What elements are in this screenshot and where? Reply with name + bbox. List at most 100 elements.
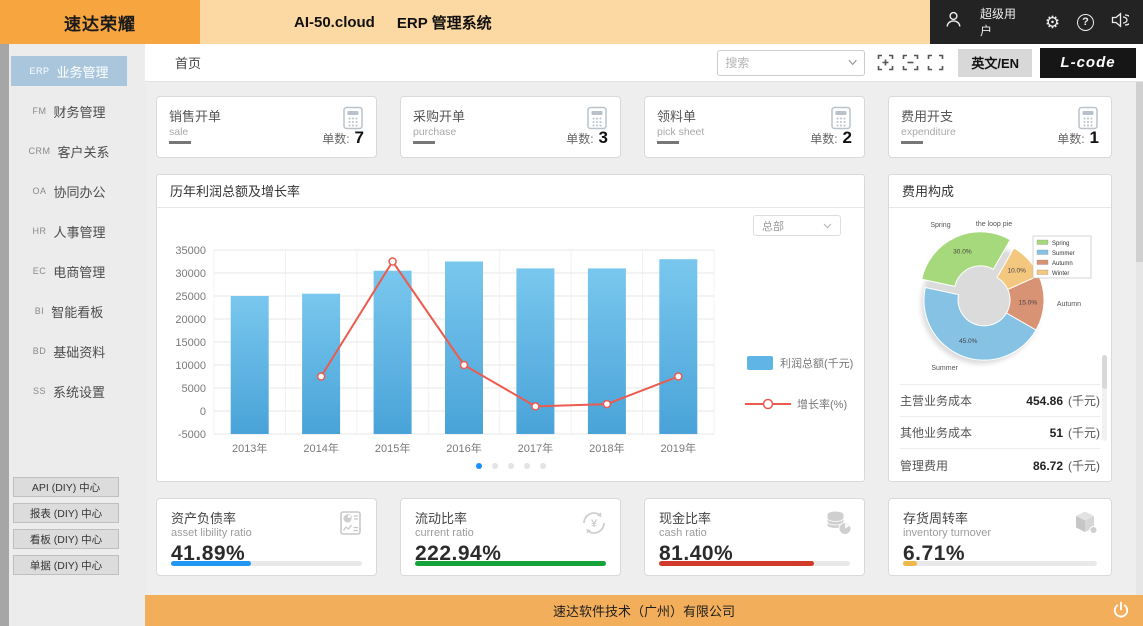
app-title-bar: AI-50.cloud ERP 管理系统 bbox=[200, 0, 930, 44]
coins-icon bbox=[823, 508, 853, 543]
svg-text:30000: 30000 bbox=[175, 268, 206, 280]
svg-text:-5000: -5000 bbox=[178, 429, 206, 441]
svg-text:35000: 35000 bbox=[175, 245, 206, 257]
progress-track bbox=[903, 561, 1097, 566]
dash-placeholder bbox=[169, 141, 191, 144]
svg-text:25000: 25000 bbox=[175, 291, 206, 303]
kpi-value: 41.89% bbox=[171, 542, 246, 565]
search-input[interactable] bbox=[725, 55, 849, 70]
expense-composition-panel: 费用构成 30.0% Spring 45.0% Summer 15.0% Autumn 10… bbox=[888, 174, 1112, 482]
pagination-dot[interactable] bbox=[523, 463, 530, 469]
kpi-value: 81.40% bbox=[659, 542, 734, 565]
api-diy-button[interactable]: API (DIY) 中心 bbox=[13, 477, 119, 497]
svg-text:2015年: 2015年 bbox=[375, 441, 410, 455]
progress-track bbox=[659, 561, 850, 566]
zoom-in-icon[interactable] bbox=[877, 54, 894, 71]
expense-row: 主营业务成本 454.86 (千元) bbox=[900, 385, 1100, 417]
fullscreen-icon[interactable] bbox=[927, 54, 944, 71]
language-toggle-button[interactable]: 英文/EN bbox=[958, 48, 1032, 77]
main-scrollbar[interactable] bbox=[1136, 82, 1143, 595]
svg-text:增长率(%): 增长率(%) bbox=[797, 397, 847, 411]
panel-title: 历年利润总额及增长率 bbox=[157, 175, 864, 208]
lcode-button[interactable]: L-code bbox=[1040, 47, 1136, 78]
profit-combo-chart[interactable]: 35000 30000 25000 20000 15000 10000 5000 0 -5000… bbox=[159, 238, 869, 470]
panel-title: 费用构成 bbox=[889, 175, 1111, 208]
svg-text:2017年: 2017年 bbox=[518, 441, 553, 455]
kpi-card-asset-liability[interactable]: 资产负债率 asset libility ratio 41.89% bbox=[156, 498, 377, 576]
stat-card-expenditure[interactable]: 费用开支 expenditure 单数: 1 bbox=[888, 96, 1112, 158]
progress-fill bbox=[659, 561, 814, 566]
doc-count: 1 bbox=[1089, 128, 1099, 147]
svg-text:¥: ¥ bbox=[591, 518, 598, 530]
svg-text:2016年: 2016年 bbox=[446, 441, 481, 455]
expense-pie-chart[interactable]: 30.0% Spring 45.0% Summer 15.0% Autumn 10.0% th… bbox=[889, 212, 1111, 384]
doc-count: 7 bbox=[354, 128, 364, 147]
form-diy-button[interactable]: 单据 (DIY) 中心 bbox=[13, 555, 119, 575]
pagination-dot[interactable] bbox=[475, 463, 482, 469]
user-icon[interactable] bbox=[944, 10, 963, 34]
power-icon[interactable] bbox=[1112, 601, 1130, 622]
username[interactable]: 超级用户 bbox=[980, 7, 1017, 38]
sidebar-item-bi[interactable]: BI 智能看板 bbox=[34, 304, 104, 320]
kpi-card-inventory-turnover[interactable]: 存货周转率 inventory turnover 6.71% bbox=[888, 498, 1112, 576]
search-box[interactable] bbox=[717, 49, 866, 76]
sidebar-item-ec[interactable]: EC 电商管理 bbox=[32, 264, 106, 280]
list-scrollbar[interactable] bbox=[1102, 355, 1107, 441]
app-logo: 速达荣耀 bbox=[0, 0, 200, 44]
progress-fill bbox=[415, 561, 606, 566]
toolbar: 首页 英文/EN L-code bbox=[145, 44, 1143, 82]
report-icon bbox=[335, 508, 365, 543]
sidebar-item-crm[interactable]: CRM 客户关系 bbox=[28, 144, 110, 160]
sidebar-item-ss[interactable]: SS 系统设置 bbox=[32, 384, 106, 400]
svg-text:15000: 15000 bbox=[175, 337, 206, 349]
svg-text:0: 0 bbox=[200, 406, 206, 418]
tab-home[interactable]: 首页 bbox=[175, 56, 202, 71]
kpi-value: 6.71% bbox=[903, 542, 966, 565]
sidebar-item-erp[interactable]: ERP 业务管理 bbox=[11, 56, 127, 86]
chart-pagination bbox=[157, 456, 864, 474]
topbar: 速达荣耀 AI-50.cloud ERP 管理系统 超级用户 ⚙ ? bbox=[0, 0, 1143, 44]
svg-text:Spring: Spring bbox=[1052, 241, 1069, 247]
kpi-card-current-ratio[interactable]: 流动比率 current ratio 222.94% ¥ bbox=[400, 498, 621, 576]
footer: 速达软件技术（广州）有限公司 bbox=[145, 595, 1143, 626]
dash-placeholder bbox=[657, 141, 679, 144]
help-icon[interactable]: ? bbox=[1077, 13, 1094, 31]
sidebar-item-hr[interactable]: HR 人事管理 bbox=[32, 224, 106, 240]
sidebar-item-oa[interactable]: OA 协同办公 bbox=[32, 184, 106, 200]
gear-icon[interactable]: ⚙ bbox=[1044, 12, 1061, 32]
dashboard-content: 销售开单 sale 单数: 7 采购开单 purchase 单数: 3 领料单 pi… bbox=[145, 82, 1143, 576]
board-diy-button[interactable]: 看板 (DIY) 中心 bbox=[13, 529, 119, 549]
svg-text:Autumn: Autumn bbox=[1057, 301, 1081, 308]
report-diy-button[interactable]: 报表 (DIY) 中心 bbox=[13, 503, 119, 523]
stat-card-picksheet[interactable]: 领料单 pick sheet 单数: 2 bbox=[644, 96, 865, 158]
chevron-down-icon bbox=[823, 223, 832, 229]
svg-text:Summer: Summer bbox=[1052, 251, 1075, 257]
calculator-icon bbox=[584, 105, 610, 136]
org-dropdown[interactable]: 总部 bbox=[753, 215, 841, 236]
sidebar-item-fm[interactable]: FM 财务管理 bbox=[32, 104, 106, 120]
stat-card-sale[interactable]: 销售开单 sale 单数: 7 bbox=[156, 96, 377, 158]
pagination-dot[interactable] bbox=[491, 463, 498, 469]
expense-row: 其他业务成本 51 (千元) bbox=[900, 417, 1100, 449]
kpi-value: 222.94% bbox=[415, 542, 502, 565]
svg-text:2019年: 2019年 bbox=[661, 441, 696, 455]
svg-text:10000: 10000 bbox=[175, 360, 206, 372]
svg-text:2018年: 2018年 bbox=[589, 441, 624, 455]
svg-text:2013年: 2013年 bbox=[232, 441, 267, 455]
pagination-dot[interactable] bbox=[507, 463, 514, 469]
kpi-card-cash-ratio[interactable]: 现金比率 cash ratio 81.40% bbox=[644, 498, 865, 576]
progress-fill bbox=[903, 561, 917, 566]
speaker-icon[interactable] bbox=[1111, 11, 1133, 33]
main-area: 首页 英文/EN L-code 销售开单 sale 单数:7 采购开单 bbox=[145, 44, 1143, 626]
svg-text:20000: 20000 bbox=[175, 314, 206, 326]
sidebar-scrollbar[interactable] bbox=[0, 44, 9, 626]
stat-card-purchase[interactable]: 采购开单 purchase 单数: 3 bbox=[400, 96, 621, 158]
svg-text:Spring: Spring bbox=[930, 222, 950, 229]
pagination-dot[interactable] bbox=[539, 463, 546, 469]
zoom-out-icon[interactable] bbox=[902, 54, 919, 71]
dash-placeholder bbox=[413, 141, 435, 144]
svg-text:利润总额(千元): 利润总额(千元) bbox=[780, 356, 853, 370]
dash-placeholder bbox=[901, 141, 923, 144]
sidebar-item-bd[interactable]: BD 基础资料 bbox=[32, 344, 106, 360]
svg-text:15.0%: 15.0% bbox=[1019, 299, 1038, 306]
